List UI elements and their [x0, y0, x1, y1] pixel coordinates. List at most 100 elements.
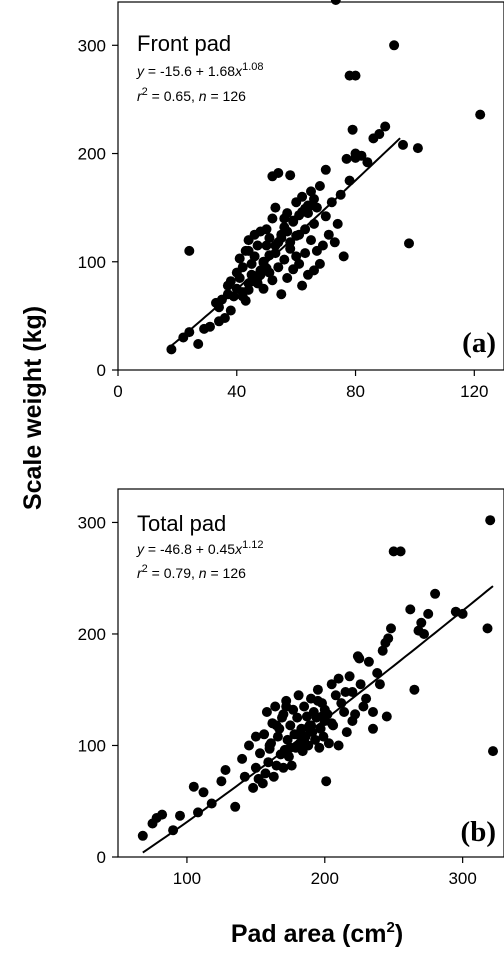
data-point	[276, 233, 287, 243]
data-point	[423, 608, 434, 619]
data-point	[354, 653, 365, 664]
data-point	[239, 771, 250, 782]
data-point	[237, 262, 248, 273]
data-point	[214, 302, 224, 313]
data-point	[168, 825, 179, 836]
data-point	[297, 280, 308, 291]
data-point	[318, 731, 329, 742]
data-point	[333, 740, 344, 751]
panel-tag: (a)	[462, 327, 496, 359]
data-point	[234, 273, 245, 283]
data-point	[137, 830, 148, 841]
data-point	[193, 807, 203, 818]
y-tick-label: 100	[78, 736, 106, 755]
data-point	[404, 238, 414, 249]
y-tick-label: 100	[78, 253, 106, 272]
data-point	[188, 781, 199, 792]
data-point	[339, 707, 350, 717]
data-point	[361, 693, 372, 704]
data-point	[184, 245, 195, 256]
data-point	[488, 746, 498, 757]
data-point	[409, 684, 420, 695]
data-point	[267, 275, 278, 286]
data-point	[368, 707, 378, 717]
data-point	[257, 778, 268, 789]
data-point	[270, 701, 281, 712]
data-point	[157, 809, 168, 820]
data-point	[326, 197, 337, 208]
data-point	[306, 186, 316, 197]
data-point	[252, 240, 263, 251]
data-point	[264, 740, 275, 751]
data-point	[292, 712, 303, 723]
data-point	[243, 284, 254, 295]
data-point	[330, 690, 341, 701]
data-point	[326, 679, 337, 690]
data-point	[276, 289, 287, 300]
data-point	[285, 237, 296, 248]
data-point	[341, 727, 352, 738]
data-point	[372, 668, 383, 678]
data-point	[225, 305, 236, 316]
data-point	[386, 623, 396, 634]
data-point	[377, 645, 388, 656]
data-point	[291, 251, 302, 262]
y-tick-label: 0	[97, 848, 106, 867]
panel-total-pad: 100 200 300 0 100 200 300 Total pad y = -46.8 + …	[78, 0, 504, 888]
data-point	[341, 153, 352, 164]
x-tick-label: 200	[311, 869, 339, 888]
data-point	[220, 765, 231, 775]
data-point	[329, 237, 340, 248]
data-point	[259, 729, 270, 740]
data-point	[475, 109, 486, 120]
data-point	[263, 757, 274, 768]
data-point	[457, 608, 468, 619]
data-point	[237, 753, 248, 764]
data-point	[244, 740, 254, 751]
data-point	[292, 729, 303, 740]
data-point	[297, 207, 308, 217]
data-point	[320, 164, 331, 175]
plot-frame	[117, 1, 504, 371]
data-point	[389, 40, 400, 51]
y-tick-label: 300	[78, 513, 106, 532]
data-point	[381, 711, 392, 722]
x-axis-label-main: Pad area (cm	[231, 920, 387, 948]
data-point	[250, 731, 261, 742]
data-point	[368, 723, 378, 734]
data-point	[267, 213, 278, 224]
data-point	[246, 258, 257, 269]
data-point	[279, 213, 290, 224]
data-point	[323, 229, 334, 240]
data-point	[184, 327, 195, 338]
data-point	[482, 623, 493, 634]
data-point	[261, 707, 272, 717]
data-point	[283, 751, 294, 762]
data-point	[317, 240, 328, 251]
data-point	[261, 240, 272, 251]
data-point	[278, 762, 289, 773]
data-point	[306, 235, 316, 246]
data-point	[416, 617, 427, 628]
data-point	[294, 258, 305, 269]
y-tick-label: 200	[78, 625, 106, 644]
y-tick-label: 200	[78, 145, 106, 164]
data-point	[374, 129, 385, 139]
y-axis-label: Scale weight (kg)	[19, 306, 47, 510]
data-point	[336, 698, 347, 709]
data-point	[380, 121, 391, 132]
data-point	[326, 718, 337, 729]
data-point	[314, 181, 325, 191]
data-point	[198, 787, 209, 798]
data-point	[288, 216, 299, 227]
data-point	[347, 716, 358, 726]
data-point	[383, 633, 394, 644]
data-point	[268, 771, 279, 782]
data-point	[261, 224, 272, 235]
data-point	[297, 191, 308, 202]
data-point	[225, 276, 236, 287]
data-point	[356, 150, 367, 161]
data-point	[219, 313, 230, 323]
fit-equation: y = -46.8 + 0.45x1.12	[136, 539, 264, 557]
panel-front-pad: 0 40 80 120 0 100 200 300 Front pad y = -15.6 + 1…	[78, 1, 504, 401]
